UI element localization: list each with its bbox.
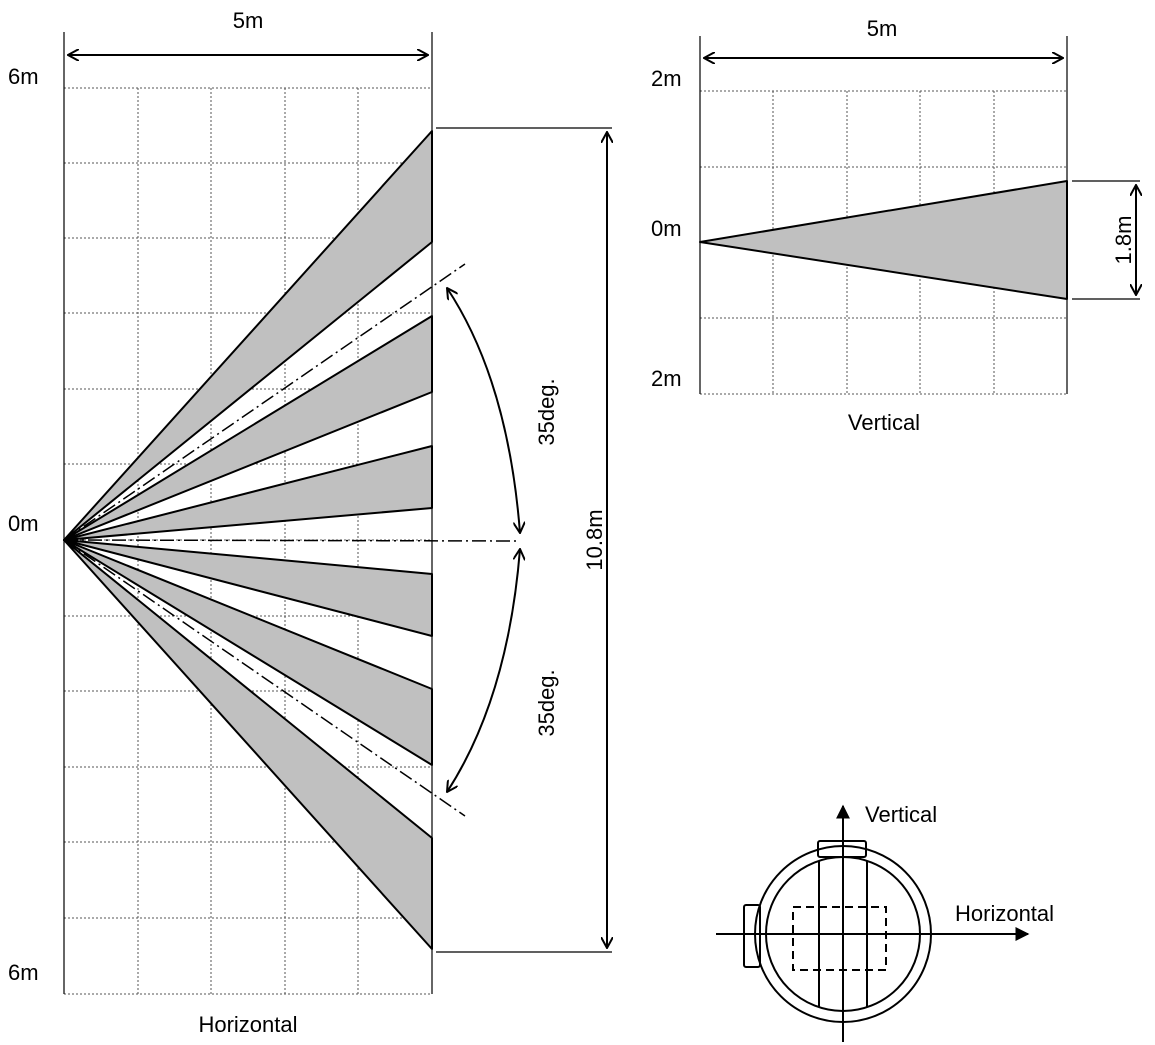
beam-zone-6 [63, 539, 433, 950]
horizontal-caption: Horizontal [198, 1012, 297, 1037]
vertical-width-label: 5m [867, 16, 898, 41]
upper-angle-label: 35deg. [534, 378, 559, 445]
beam-zone-2 [63, 315, 433, 541]
upper-angle-arc [447, 288, 520, 533]
vertical-top-label: 2m [651, 66, 682, 91]
beam-zone-1 [63, 130, 433, 541]
center-axis-line [63, 539, 521, 542]
horizontal-top-label: 6m [8, 64, 39, 89]
vertical-view: 5m 2m 0m 2m Vertical 1.8m [651, 16, 1140, 435]
vertical-center-label: 0m [651, 216, 682, 241]
span-label: 10.8m [582, 509, 607, 570]
beam-zone-5 [63, 539, 433, 766]
beam-zone-4 [63, 539, 433, 637]
horizontal-center-label: 0m [8, 511, 39, 536]
vertical-grid [700, 90, 1067, 395]
horizontal-view: 5m 6m 0m 6m Horizontal 35deg. 35deg. 10.… [8, 8, 612, 1037]
vertical-height-label: 1.8m [1111, 216, 1136, 265]
sensor-horizontal-label: Horizontal [955, 901, 1054, 926]
sensor-orientation-icon: Vertical Horizontal [716, 802, 1054, 1042]
sensor-lens-window [792, 906, 887, 971]
horizontal-bottom-label: 6m [8, 960, 39, 985]
sensor-vertical-label: Vertical [865, 802, 937, 827]
upper-axis-line [63, 263, 466, 541]
lower-axis-line [63, 539, 466, 817]
lower-angle-arc [447, 549, 520, 792]
vertical-detection-zone [699, 180, 1068, 300]
lower-angle-label: 35deg. [534, 669, 559, 736]
beam-zone-3 [63, 445, 433, 541]
horizontal-detection-zones [63, 130, 433, 950]
vertical-caption: Vertical [848, 410, 920, 435]
sensor-side-tab [743, 904, 761, 968]
horizontal-width-label: 5m [233, 8, 264, 33]
vertical-bottom-label: 2m [651, 366, 682, 391]
